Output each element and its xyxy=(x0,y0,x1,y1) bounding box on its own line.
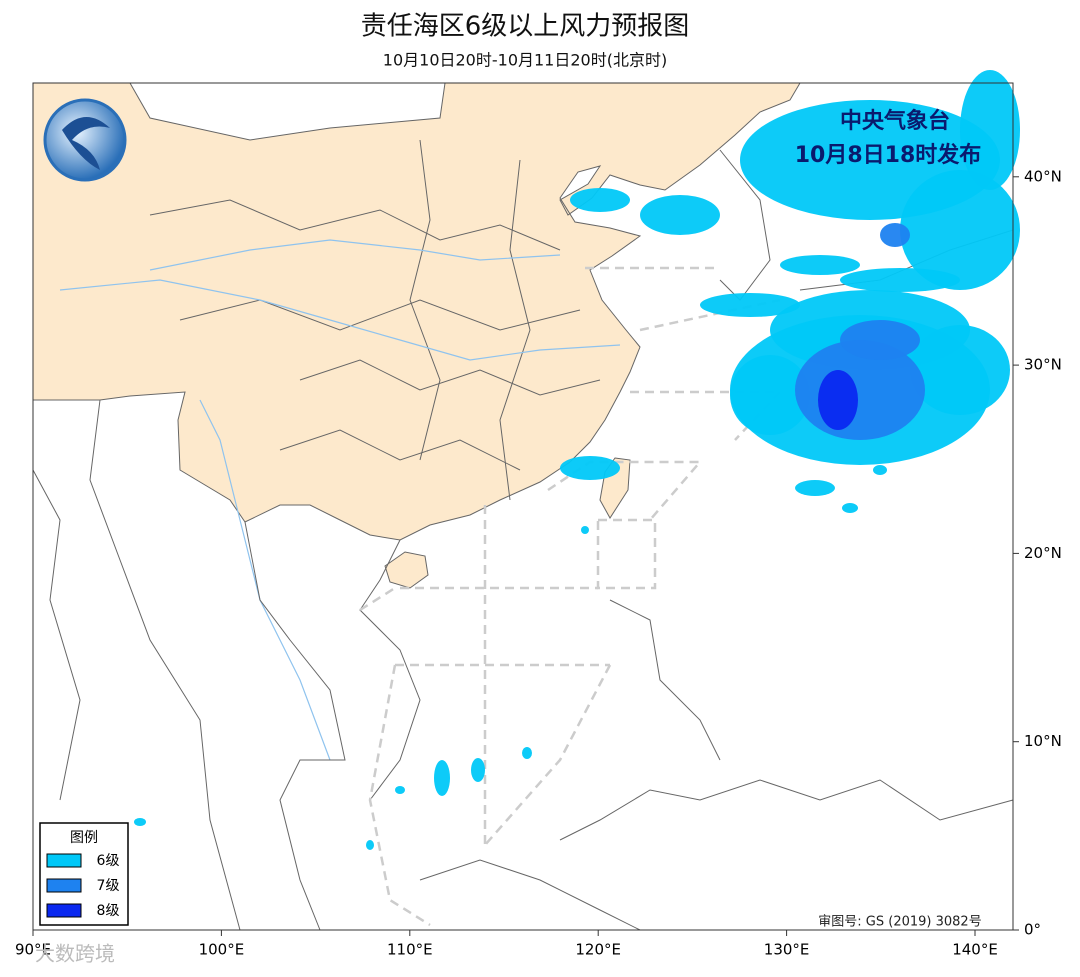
wind-area xyxy=(395,786,405,794)
wind-area xyxy=(795,480,835,496)
legend-label: 8级 xyxy=(97,903,120,919)
x-tick-label: 140°E xyxy=(952,941,998,959)
china-land xyxy=(32,82,801,541)
wind-area xyxy=(730,355,810,435)
logo xyxy=(43,98,127,182)
title: 责任海区6级以上风力预报图 xyxy=(361,12,690,42)
legend-label: 6级 xyxy=(97,853,120,869)
legend-swatch xyxy=(46,878,82,893)
x-tick-label: 90°E xyxy=(15,941,51,959)
coastlines xyxy=(32,149,1014,931)
wind-area xyxy=(134,818,146,826)
internal-boundaries xyxy=(149,139,601,501)
y-tick-label: 30°N xyxy=(1024,356,1062,374)
wind-areas xyxy=(134,70,1020,850)
x-tick-label: 110°E xyxy=(387,941,433,959)
legend-items: 6级 7级 8级 xyxy=(46,853,120,919)
x-tick-label: 100°E xyxy=(199,941,245,959)
wind-area xyxy=(818,370,858,430)
issuer-time: 10月8日18时发布 xyxy=(795,142,982,168)
y-tick-label: 40°N xyxy=(1024,167,1062,185)
wind-area xyxy=(840,268,960,292)
wind-area xyxy=(434,760,450,796)
map-frame xyxy=(32,82,1014,931)
logo-mark xyxy=(62,116,110,170)
wind-area xyxy=(581,526,589,534)
wind-area xyxy=(560,456,620,480)
wind-area xyxy=(880,223,910,247)
legend-label: 7级 xyxy=(97,878,120,894)
wind-area xyxy=(366,840,374,850)
issuer-name: 中央气象台 xyxy=(840,108,950,134)
hainan xyxy=(384,551,429,589)
wind-area xyxy=(522,747,532,759)
wind-area xyxy=(700,293,800,317)
subtitle: 10月10日20时-10月11日20时(北京时) xyxy=(383,51,667,70)
rivers xyxy=(59,239,621,761)
y-tick-label: 0° xyxy=(1024,921,1041,939)
legend-swatch xyxy=(46,853,82,868)
wind-area xyxy=(640,195,720,235)
x-tick-label: 130°E xyxy=(764,941,810,959)
wind-area xyxy=(840,320,920,360)
wind-area xyxy=(780,255,860,275)
map-body xyxy=(32,70,1020,931)
wind-area xyxy=(570,188,630,212)
wind-area xyxy=(471,758,485,782)
axes: 90°E 100°E 110°E 120°E 130°E 140°E 0° 10°N 20°N 3… xyxy=(15,167,1062,958)
wind-area xyxy=(900,170,1020,290)
legend-title: 图例 xyxy=(70,830,98,846)
approval-number: 审图号: GS (2019) 3082号 xyxy=(818,915,981,930)
x-tick-label: 120°E xyxy=(575,941,621,959)
sea-area-boundaries xyxy=(359,266,783,927)
wind-area xyxy=(873,465,887,475)
watermark: 大数跨境 xyxy=(35,942,115,966)
y-tick-label: 10°N xyxy=(1024,732,1062,750)
wind-area xyxy=(842,503,858,513)
y-tick-label: 20°N xyxy=(1024,544,1062,562)
legend-swatch xyxy=(46,903,82,918)
wind-area xyxy=(960,70,1020,190)
